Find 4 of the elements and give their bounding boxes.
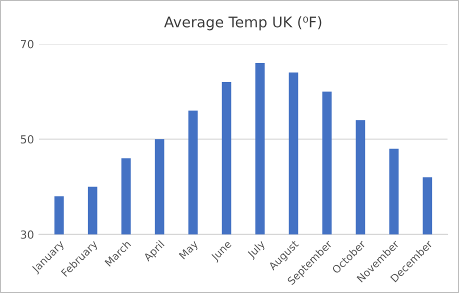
y-tick-label: 50 xyxy=(20,135,34,144)
y-tick-label: 70 xyxy=(20,40,34,48)
y-tick-label: 30 xyxy=(20,230,34,239)
chart-title: Average Temp UK (⁰F) xyxy=(164,16,322,30)
